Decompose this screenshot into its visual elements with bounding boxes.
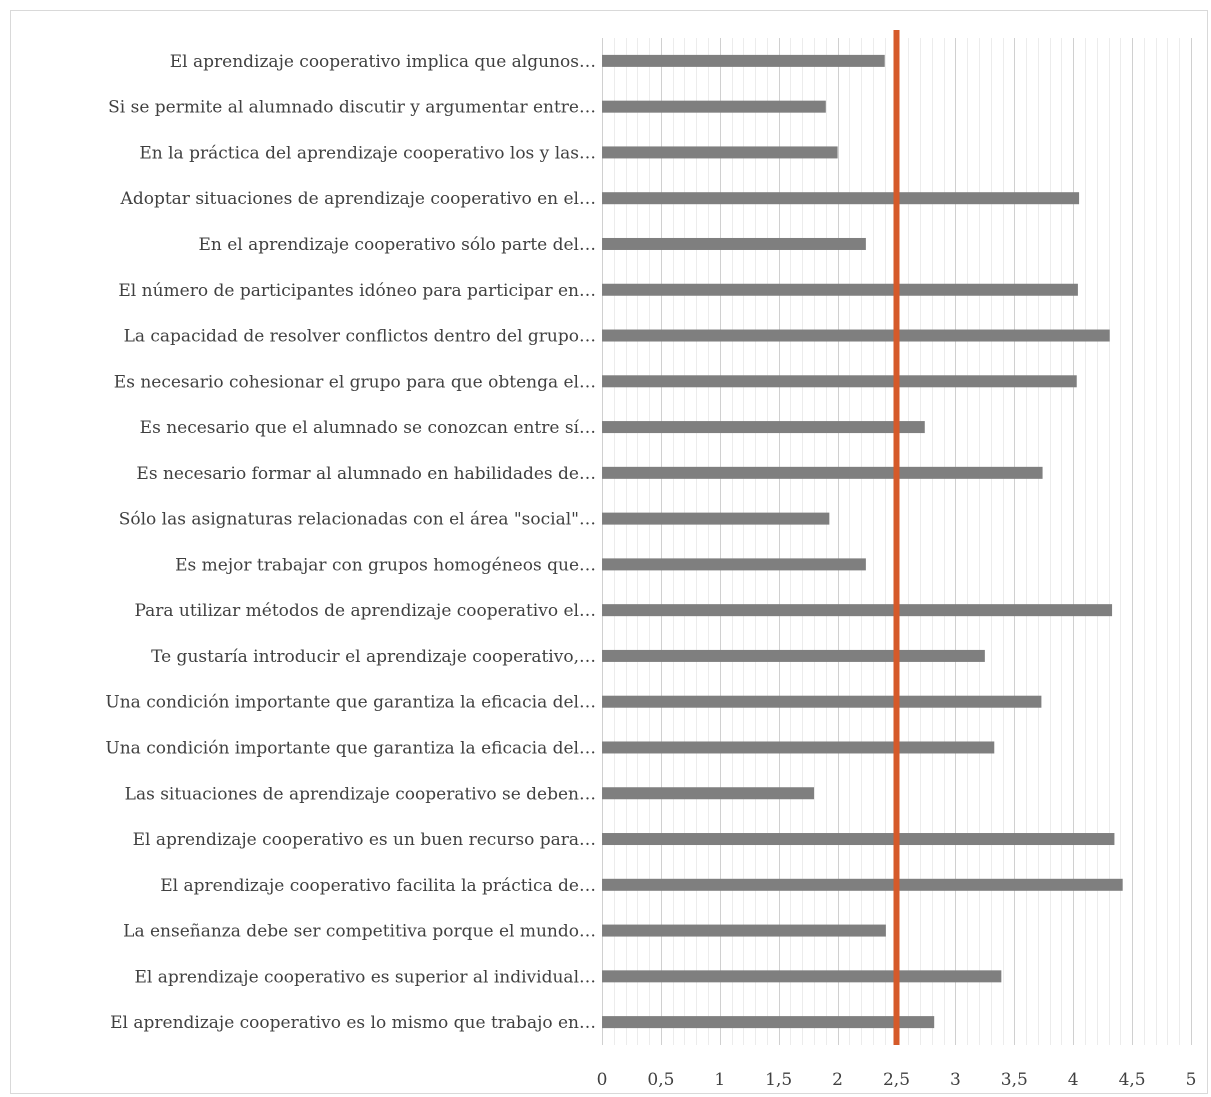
chart-frame (10, 10, 1208, 1094)
x-tick-label: 4,5 (1119, 1070, 1146, 1090)
bar (602, 466, 1043, 479)
category-label: Para utilizar métodos de aprendizaje coo… (134, 601, 596, 621)
x-tick-label: 1,5 (765, 1070, 792, 1090)
category-label: Es necesario que el alumnado se conozcan… (140, 418, 596, 438)
bar (602, 329, 1110, 342)
bar (602, 237, 866, 250)
bar (602, 787, 815, 800)
x-axis-tick-labels: 0 0,5 1 1,5 2 2,5 3 3,5 4 4,5 5 (597, 1070, 1197, 1090)
category-label: El número de participantes idóneo para p… (118, 281, 596, 301)
bars (602, 54, 1123, 1029)
x-tick-label: 3,5 (1001, 1070, 1028, 1090)
category-labels: El aprendizaje cooperativo implica que a… (105, 52, 596, 1033)
category-label: El aprendizaje cooperativo facilita la p… (160, 876, 596, 896)
bar (602, 741, 995, 754)
x-tick-label: 4 (1068, 1070, 1079, 1090)
category-label: Es necesario formar al alumnado en habil… (136, 464, 596, 484)
category-label: La capacidad de resolver conflictos dent… (124, 327, 596, 347)
x-tick-label: 1 (714, 1070, 725, 1090)
bar (602, 421, 925, 434)
category-label: Si se permite al alumnado discutir y arg… (108, 98, 596, 118)
bar (602, 970, 1002, 983)
category-label: Te gustaría introducir el aprendizaje co… (151, 647, 596, 667)
category-label: En el aprendizaje cooperativo sólo parte… (198, 235, 596, 255)
category-label: Adoptar situaciones de aprendizaje coope… (120, 189, 596, 209)
category-label: Las situaciones de aprendizaje cooperati… (125, 784, 596, 804)
category-label: El aprendizaje cooperativo es lo mismo q… (110, 1013, 596, 1033)
category-label: Una condición importante que garantiza l… (105, 738, 596, 758)
bar (602, 512, 830, 525)
category-label: El aprendizaje cooperativo es superior a… (134, 967, 596, 987)
category-label: Una condición importante que garantiza l… (105, 693, 596, 713)
bar (602, 558, 866, 571)
category-label: Sólo las asignaturas relacionadas con el… (119, 510, 596, 530)
x-tick-label: 0,5 (647, 1070, 674, 1090)
category-label: La enseñanza debe ser competitiva porque… (123, 922, 596, 942)
bar (602, 695, 1042, 708)
bar (602, 878, 1123, 891)
category-label: En la práctica del aprendizaje cooperati… (139, 143, 596, 163)
x-tick-label: 3 (950, 1070, 961, 1090)
bar (602, 604, 1113, 617)
category-label: El aprendizaje cooperativo implica que a… (170, 52, 596, 72)
bar (602, 100, 826, 113)
x-tick-label: 2,5 (883, 1070, 910, 1090)
category-label: Es mejor trabajar con grupos homogéneos … (175, 555, 596, 575)
bar (602, 833, 1115, 846)
bar (602, 649, 985, 662)
category-label: Es necesario cohesionar el grupo para qu… (114, 372, 596, 392)
bar (602, 146, 838, 159)
bar (602, 375, 1077, 388)
x-tick-label: 0 (597, 1070, 608, 1090)
bar (602, 54, 885, 67)
bar (602, 1016, 935, 1029)
bar (602, 283, 1078, 296)
x-tick-label: 2 (832, 1070, 843, 1090)
x-tick-label: 5 (1186, 1070, 1197, 1090)
gridlines (602, 38, 1192, 1045)
bar (602, 192, 1080, 205)
bar (602, 924, 886, 937)
category-label: El aprendizaje cooperativo es un buen re… (133, 830, 596, 850)
